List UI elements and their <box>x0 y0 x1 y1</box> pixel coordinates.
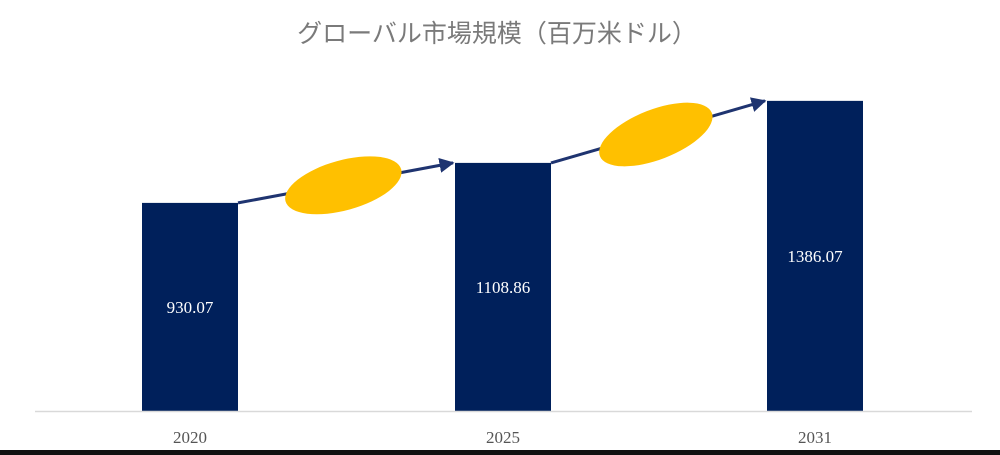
bar-2031 <box>767 100 863 412</box>
bar-2020 <box>142 202 238 411</box>
chart-title: グローバル市場規模（百万米ドル） <box>297 19 697 48</box>
x-tick-2020: 2020 <box>173 428 207 447</box>
x-tick-2031: 2031 <box>798 428 832 447</box>
data-label-2031: 1386.07 <box>787 247 843 266</box>
x-tick-2025: 2025 <box>486 428 520 447</box>
data-label-2020: 930.07 <box>167 298 214 317</box>
growth-ellipse <box>285 156 402 215</box>
bar-2025 <box>455 162 551 411</box>
growth-ellipse <box>599 102 713 167</box>
data-label-2025: 1108.86 <box>476 278 531 297</box>
bottom-border <box>0 450 1000 455</box>
